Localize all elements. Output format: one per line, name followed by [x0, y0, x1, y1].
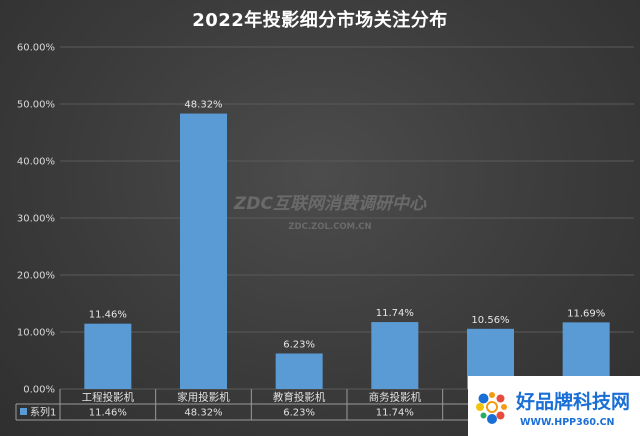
data-label: 10.56% [471, 315, 509, 326]
y-tick-label: 60.00% [17, 43, 55, 54]
logo-mark-center [486, 401, 498, 413]
y-tick-label: 10.00% [17, 328, 55, 339]
logo-mark-dot [489, 392, 495, 398]
data-label: 48.32% [184, 100, 222, 111]
bar [275, 353, 323, 389]
data-label: 6.23% [283, 339, 315, 350]
logo-text: 好品牌科技网 [515, 390, 630, 413]
logo-mark-dot [496, 394, 505, 403]
watermark-url: ZDC.ZOL.COM.CN [288, 222, 371, 232]
x-category-label: 商务投影机 [369, 391, 422, 404]
table-value: 6.23% [283, 408, 315, 419]
logo-url: WWW.HPP360.CN [520, 417, 615, 428]
chart-title: 2022年投影细分市场关注分布 [192, 10, 448, 31]
x-category-label: 家用投影机 [177, 391, 230, 404]
legend-swatch [20, 408, 27, 415]
bar [371, 322, 419, 389]
data-label: 11.69% [567, 308, 605, 319]
data-label: 11.74% [376, 308, 414, 319]
x-category-label: 教育投影机 [273, 391, 326, 404]
logo-mark-dot [501, 404, 507, 410]
watermark-title: ZDC互联网消费调研中心 [233, 194, 427, 214]
bar [84, 323, 132, 389]
logo-mark-dot [480, 412, 487, 419]
data-label: 11.46% [89, 310, 127, 321]
legend-series-name: 系列1 [30, 406, 56, 419]
bar [180, 113, 227, 390]
table-value: 11.74% [376, 408, 414, 419]
table-value: 11.46% [89, 408, 127, 419]
y-tick-label: 30.00% [17, 214, 55, 225]
logo-mark-dot [476, 403, 484, 411]
logo-mark-dot [496, 411, 505, 420]
table-value: 48.32% [184, 408, 222, 419]
logo-mark-dot [487, 414, 497, 424]
y-tick-label: 0.00% [23, 385, 55, 396]
y-tick-label: 40.00% [17, 157, 55, 168]
y-tick-label: 50.00% [17, 100, 55, 111]
logo-mark-dot [478, 393, 489, 404]
x-category-label: 工程投影机 [82, 391, 135, 404]
y-tick-label: 20.00% [17, 271, 55, 282]
